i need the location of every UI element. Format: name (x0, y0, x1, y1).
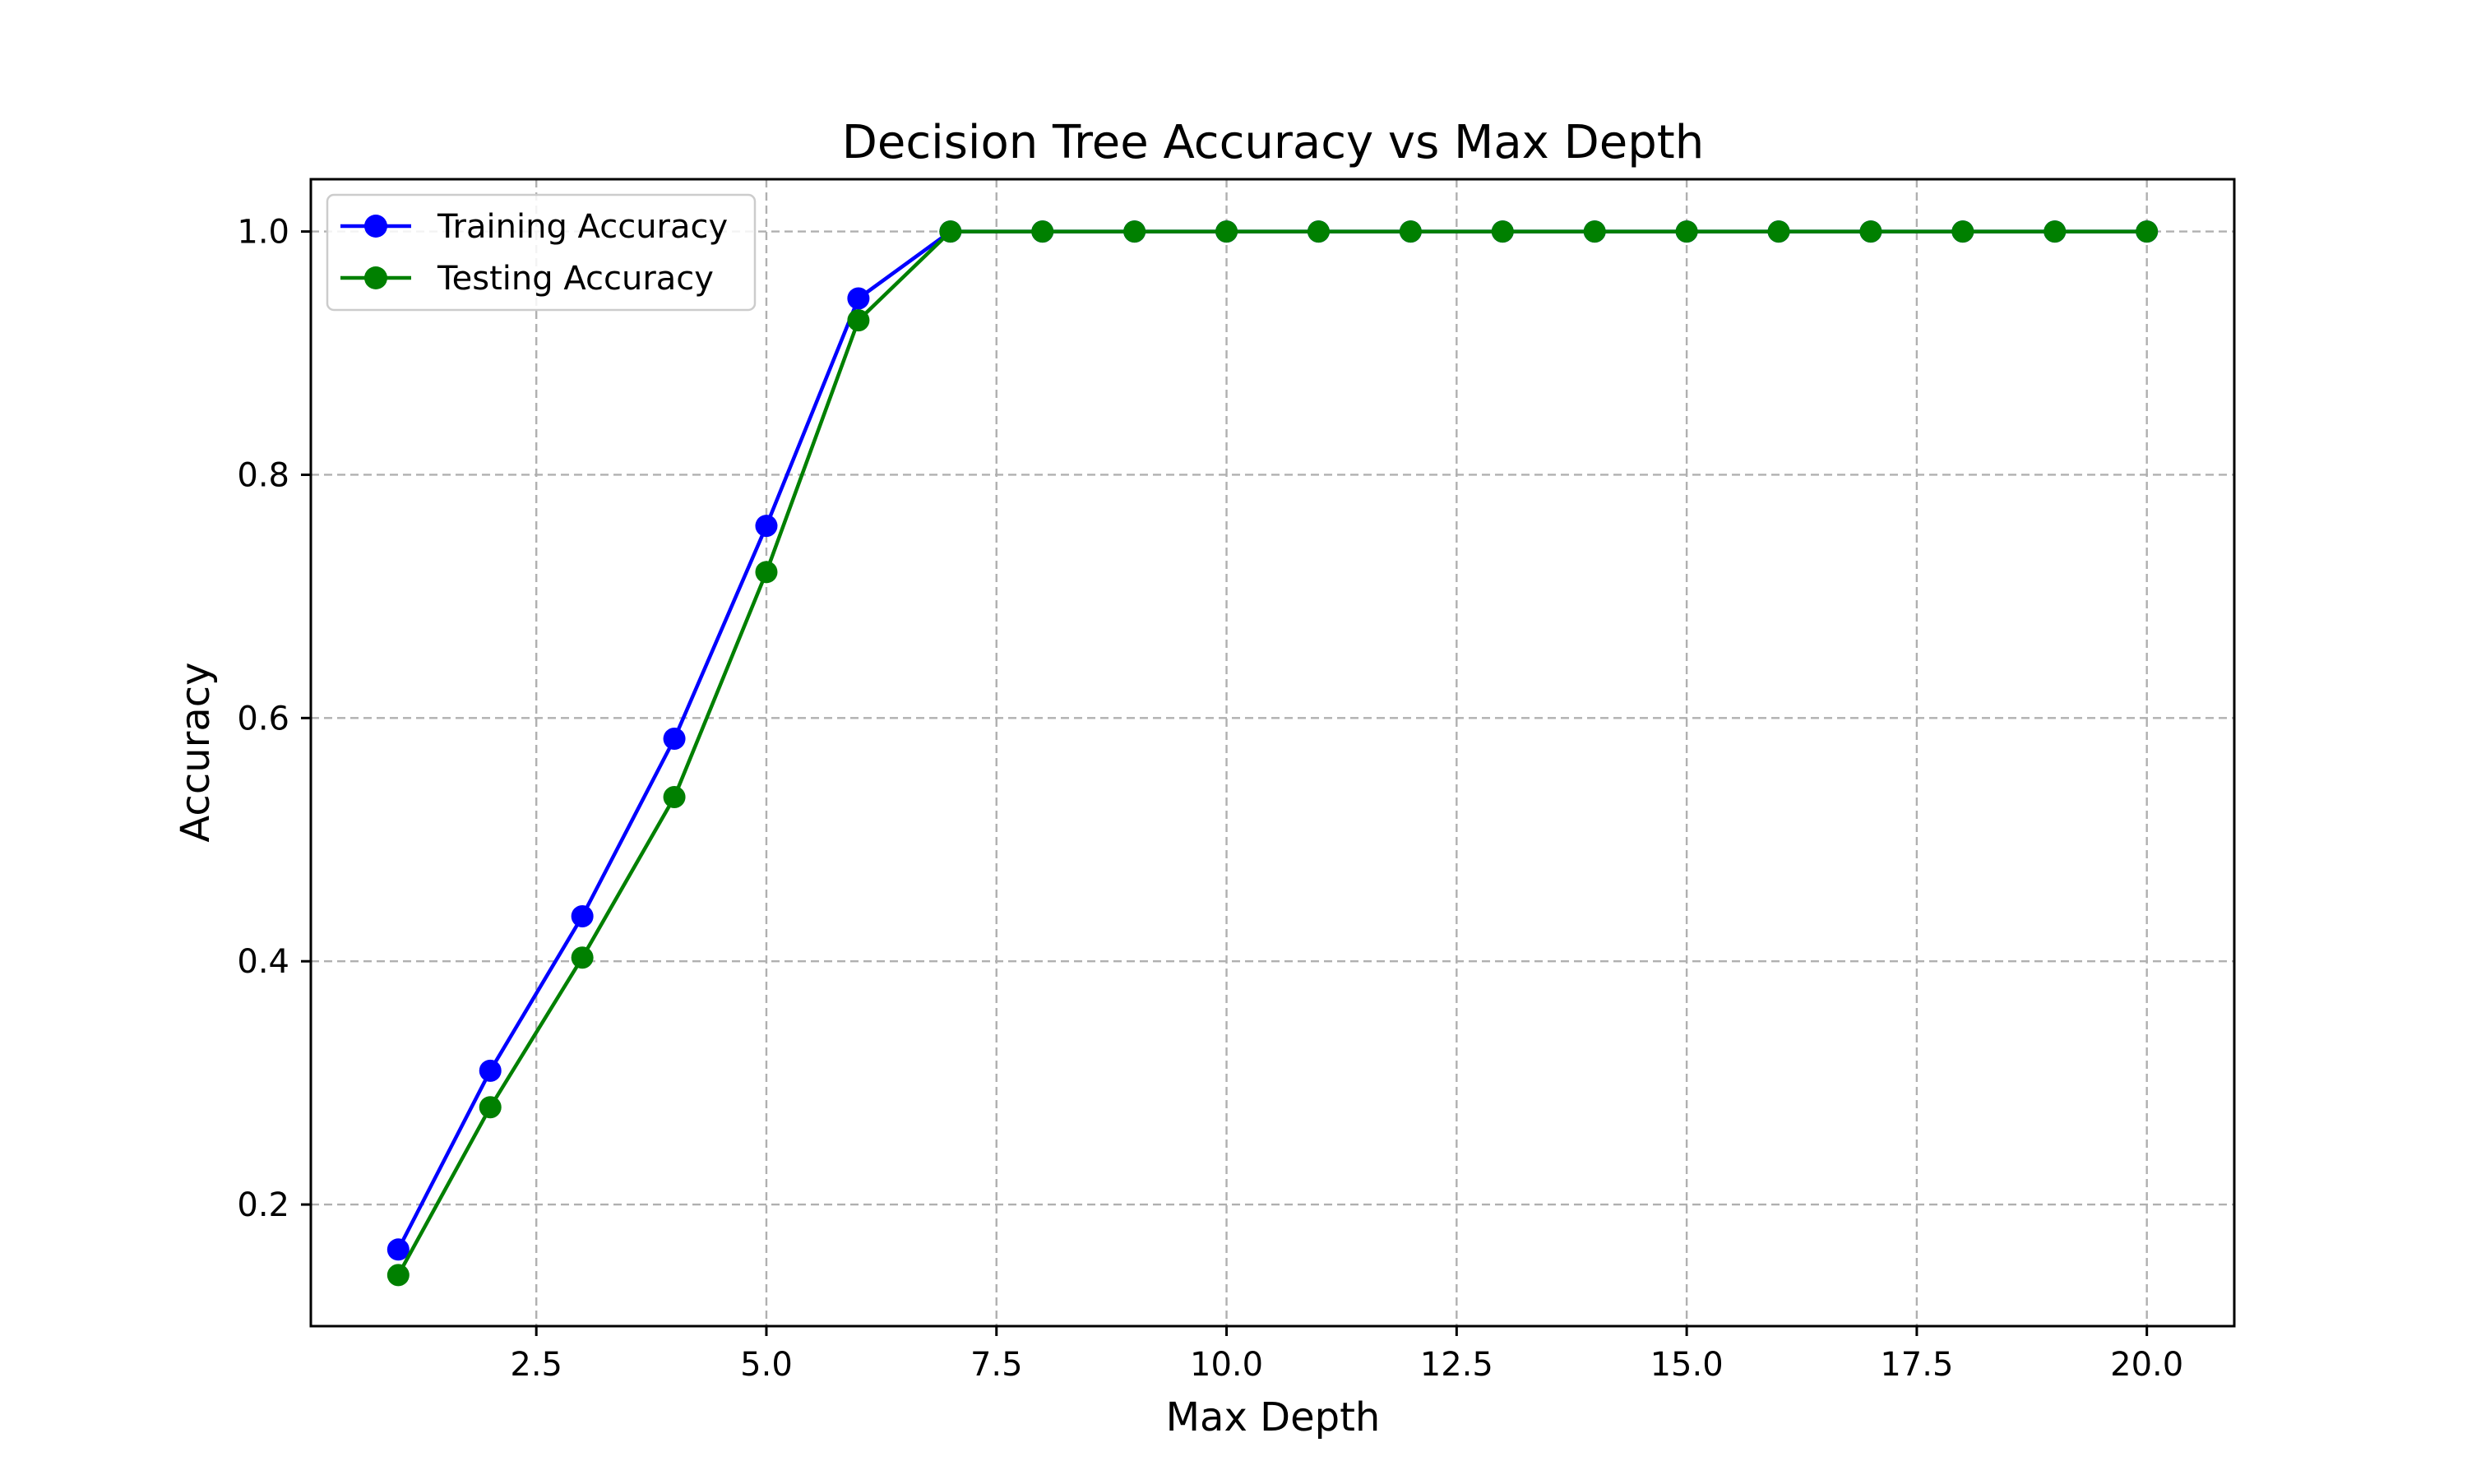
data-point (1123, 220, 1146, 243)
data-point (1491, 220, 1514, 243)
data-point (386, 1264, 410, 1287)
x-tick-label: 15.0 (1650, 1346, 1724, 1384)
data-point (1859, 220, 1882, 243)
data-point (2136, 220, 2159, 243)
x-axis: 2.5 5.0 7.5 10.0 12.5 15.0 17.5 20.0 (510, 1326, 2183, 1384)
plot-frame (309, 178, 2236, 1328)
legend-swatch-marker (364, 266, 387, 289)
x-tick-label: 5.0 (740, 1346, 793, 1384)
data-point (571, 904, 594, 927)
x-tick-label: 20.0 (2110, 1346, 2183, 1384)
data-point (571, 946, 594, 969)
data-point (479, 1096, 502, 1119)
data-point (939, 220, 962, 243)
y-tick-label: 0.6 (237, 700, 289, 737)
x-tick-label: 17.5 (1880, 1346, 1953, 1384)
x-axis-label: Max Depth (1166, 1394, 1381, 1440)
x-tick-label: 7.5 (970, 1346, 1023, 1384)
x-tick-label: 10.0 (1190, 1346, 1263, 1384)
legend-label: Testing Accuracy (437, 260, 714, 298)
data-point (1583, 220, 1606, 243)
y-tick-label: 0.8 (237, 456, 289, 494)
chart-title: Decision Tree Accuracy vs Max Depth (842, 116, 1704, 169)
data-point (479, 1059, 502, 1082)
data-point (1767, 220, 1790, 243)
series-testing (386, 220, 2159, 1287)
series-line (396, 229, 2147, 1276)
data-point (663, 785, 686, 808)
data-point (663, 727, 686, 750)
data-point (755, 561, 778, 584)
series-layer (386, 220, 2159, 1287)
data-point (1675, 220, 1698, 243)
legend: Training Accuracy Testing Accuracy (326, 193, 757, 312)
data-point (1307, 220, 1330, 243)
x-tick-label: 2.5 (510, 1346, 562, 1384)
y-axis: 0.2 0.4 0.6 0.8 1.0 (237, 214, 311, 1224)
data-point (847, 287, 870, 310)
y-tick-label: 0.4 (237, 943, 289, 981)
data-point (1951, 220, 1974, 243)
legend-item-training: Training Accuracy (340, 208, 728, 246)
data-point (1215, 220, 1238, 243)
data-point (847, 309, 870, 332)
x-tick-label: 12.5 (1420, 1346, 1493, 1384)
legend-label: Training Accuracy (437, 208, 728, 246)
data-point (1399, 220, 1422, 243)
data-point (2043, 220, 2067, 243)
data-point (1031, 220, 1054, 243)
data-point (386, 1238, 410, 1261)
data-point (755, 515, 778, 538)
y-axis-label: Accuracy (173, 662, 219, 842)
legend-swatch-marker (364, 215, 387, 238)
y-tick-label: 1.0 (237, 214, 289, 252)
y-tick-label: 0.2 (237, 1186, 289, 1224)
legend-box (326, 193, 757, 312)
legend-item-testing: Testing Accuracy (340, 260, 714, 298)
